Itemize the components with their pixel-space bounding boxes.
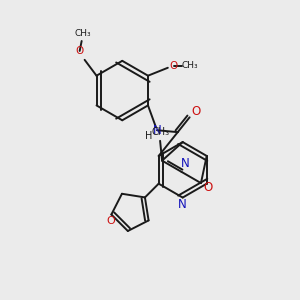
- Text: N: N: [152, 124, 161, 137]
- Text: N: N: [178, 198, 187, 211]
- Text: O: O: [191, 105, 200, 118]
- Text: O: O: [106, 217, 115, 226]
- Text: H: H: [145, 131, 153, 141]
- Text: CH₃: CH₃: [151, 127, 169, 137]
- Text: CH₃: CH₃: [181, 61, 198, 70]
- Text: N: N: [181, 158, 190, 170]
- Text: O: O: [203, 181, 212, 194]
- Text: O: O: [76, 46, 84, 56]
- Text: CH₃: CH₃: [74, 28, 91, 38]
- Text: O: O: [169, 61, 178, 71]
